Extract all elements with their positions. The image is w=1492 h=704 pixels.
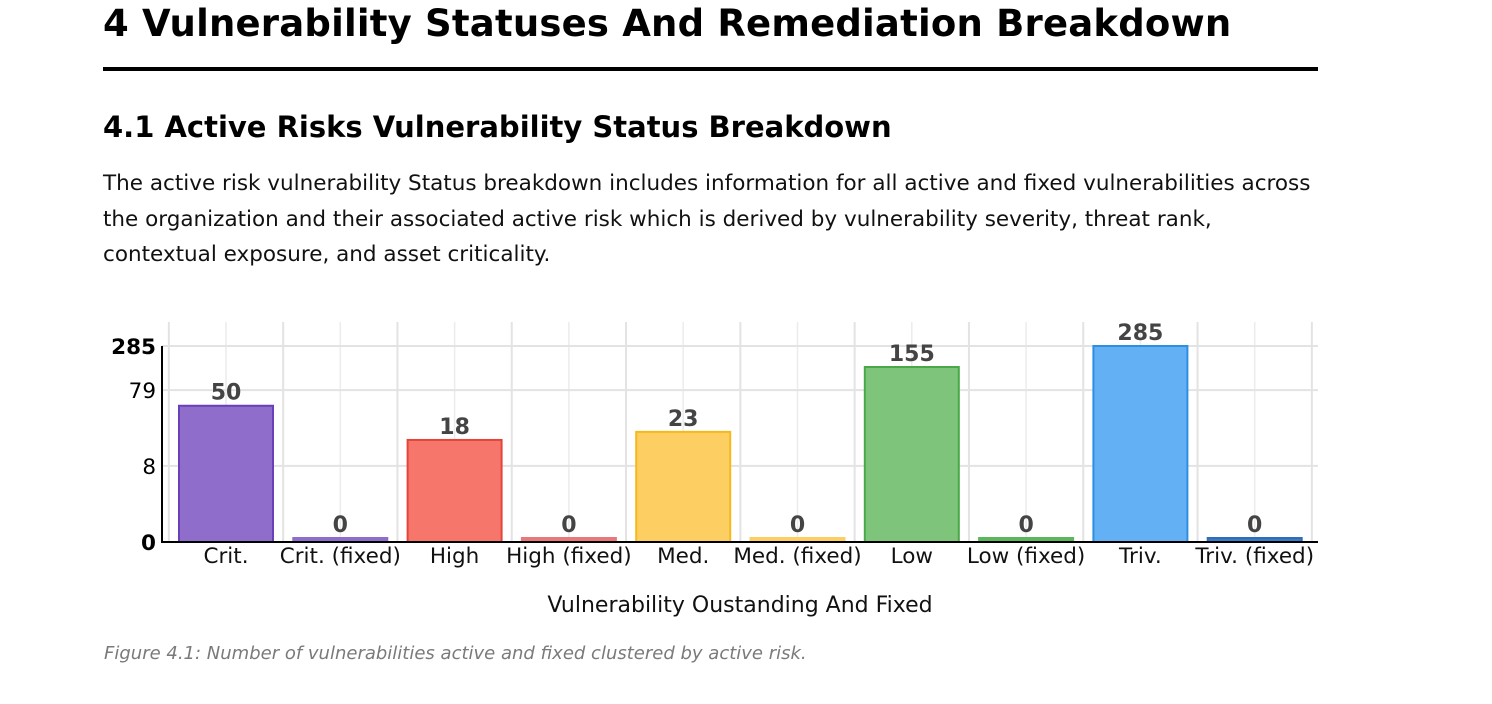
figure-caption: Figure 4.1: Number of vulnerabilities ac… bbox=[104, 643, 807, 664]
x-tick-label: Low bbox=[891, 544, 933, 569]
chart-bars bbox=[178, 345, 1303, 544]
y-tick-label: 0 bbox=[141, 531, 156, 556]
heading-rule bbox=[103, 67, 1318, 71]
bar-value-label: 18 bbox=[439, 415, 470, 440]
section-heading: 4 Vulnerability Statuses And Remediation… bbox=[103, 2, 1232, 45]
bar-value-label: 0 bbox=[1247, 513, 1262, 538]
x-tick-label: High (fixed) bbox=[506, 544, 632, 569]
bar-value-label: 0 bbox=[790, 513, 805, 538]
y-tick-label: 79 bbox=[129, 379, 156, 404]
x-tick-label: Triv. bbox=[1118, 544, 1162, 569]
bar-value-label: 23 bbox=[668, 407, 699, 432]
bar-value-label: 0 bbox=[561, 513, 576, 538]
chart-labels: 50 Crit. 0 Crit. (fixed) 18 High 0 High (fixed)… bbox=[203, 321, 1314, 569]
x-tick-label: Low (fixed) bbox=[967, 544, 1085, 569]
bar-low bbox=[863, 366, 960, 544]
bar-value-label: 50 bbox=[211, 381, 242, 406]
y-tick-label: 285 bbox=[111, 335, 156, 360]
x-tick-label: Crit. bbox=[203, 544, 248, 569]
x-axis-title: Vulnerability Oustanding And Fixed bbox=[547, 593, 932, 618]
bar-triv bbox=[1092, 345, 1189, 543]
bar-value-label: 0 bbox=[1018, 513, 1033, 538]
description-paragraph: The active risk vulnerability Status bre… bbox=[103, 171, 1311, 267]
vulnerability-bar-chart: 0 8 79 285 50 Crit. 0 Crit. (fixed) 18 High 0 High… bbox=[111, 321, 1318, 618]
bar-value-label: 0 bbox=[333, 513, 348, 538]
x-tick-label: Med. (fixed) bbox=[733, 544, 861, 569]
x-tick-label: Med. bbox=[657, 544, 709, 569]
bar-value-label: 285 bbox=[1117, 321, 1163, 346]
y-tick-label: 8 bbox=[142, 455, 156, 480]
x-tick-label: High bbox=[430, 544, 479, 569]
bar-crit bbox=[178, 404, 274, 544]
chart-axes: 0 8 79 285 bbox=[111, 335, 1318, 556]
bar-med bbox=[635, 430, 732, 543]
x-tick-label: Triv. (fixed) bbox=[1194, 544, 1314, 569]
subsection-heading: 4.1 Active Risks Vulnerability Status Br… bbox=[103, 110, 892, 144]
bar-high bbox=[406, 438, 503, 543]
x-tick-label: Crit. (fixed) bbox=[280, 544, 401, 569]
bar-value-label: 155 bbox=[889, 342, 935, 367]
